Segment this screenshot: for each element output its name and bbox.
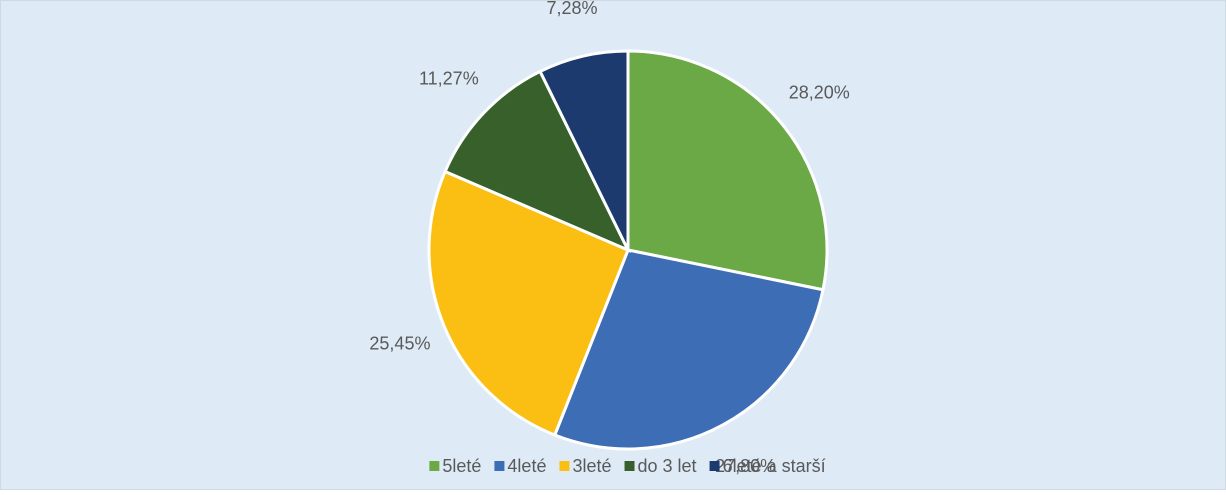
legend-label: 5leté [442, 456, 481, 476]
pie-slice [552, 248, 825, 451]
legend-swatch [559, 461, 570, 471]
data-label: 28,20% [789, 83, 850, 103]
pie-slice [443, 69, 632, 253]
data-label: 7,28% [546, 0, 597, 18]
data-label: 27,80% [715, 456, 776, 476]
legend-swatch [709, 461, 720, 471]
legend-label: 4leté [507, 456, 546, 476]
legend-label: 3leté [572, 456, 611, 476]
legend-swatch [494, 461, 505, 471]
pie-slice [538, 49, 630, 251]
data-label: 25,45% [369, 334, 430, 354]
legend-label: do 3 let [638, 456, 697, 476]
pie-slice [626, 49, 829, 292]
legend-label: 6leté a starší [723, 456, 826, 476]
legend-swatch [429, 461, 440, 471]
pie-slice [427, 169, 630, 437]
legend-swatch [624, 461, 635, 471]
data-label: 11,27% [419, 69, 479, 89]
